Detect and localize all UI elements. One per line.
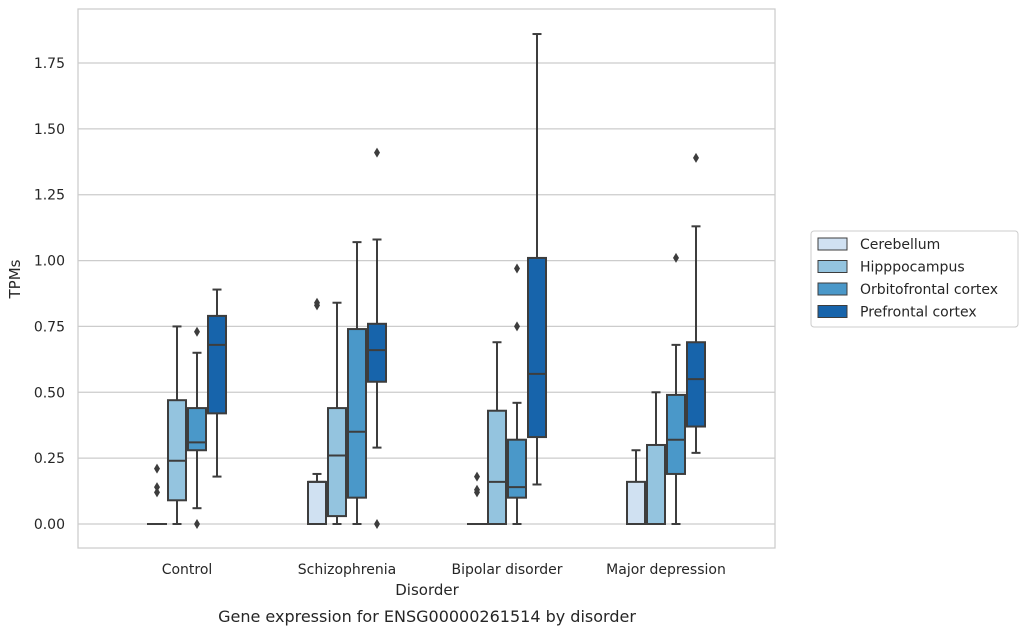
box-body: [527, 256, 547, 439]
box-item: [167, 325, 187, 525]
box-item: [207, 288, 227, 478]
box-body: [367, 322, 387, 383]
series-prefrontal-cortex: [207, 33, 706, 529]
outlier-point: [154, 463, 160, 474]
outlier-point: [693, 152, 699, 163]
box-body: [187, 407, 207, 452]
y-tick-labels: 0.00 0.25 0.50 0.75 1.00 1.25 1.50 1.75: [34, 56, 65, 533]
series-cerebellum: [147, 297, 646, 526]
box-item: [527, 33, 547, 486]
outlier-point: [154, 482, 160, 493]
x-tick-label: Major depression: [606, 562, 726, 578]
box-body: [666, 393, 686, 475]
box-item: [666, 252, 686, 525]
y-axis-label: TPMs: [6, 259, 24, 299]
y-tick-label: 1.25: [34, 188, 65, 204]
box-body: [327, 407, 347, 518]
outlier-point: [673, 252, 679, 263]
legend-label: Orbitofrontal cortex: [860, 282, 998, 298]
y-tick-label: 1.75: [34, 56, 65, 72]
y-tick-label: 0.25: [34, 451, 65, 467]
y-tick-label: 0.75: [34, 319, 65, 335]
y-tick-label: 0.50: [34, 385, 65, 401]
box-body: [347, 328, 367, 499]
box-item: [626, 449, 646, 526]
legend-label: Hipppocampus: [860, 260, 965, 276]
box-body: [307, 480, 327, 526]
outlier-point: [154, 487, 160, 498]
box-item: [686, 152, 706, 454]
box-item: [327, 301, 347, 525]
legend-swatch: [817, 282, 848, 296]
legend-swatch: [817, 305, 848, 318]
box-body: [167, 399, 187, 502]
box-body: [487, 409, 507, 525]
box-body: [207, 314, 227, 415]
box-body: [507, 438, 527, 499]
outlier-point: [374, 519, 380, 529]
legend-swatch: [817, 237, 848, 251]
box-body: [626, 480, 646, 526]
legend: Cerebellum Hipppocampus Orbitofrontal cort…: [810, 230, 1019, 328]
box-item: [187, 326, 207, 529]
box-body: [646, 443, 666, 526]
x-tick-label: Schizophrenia: [298, 562, 396, 578]
series-orbitofrontal-cortex: [187, 241, 686, 529]
box-body: [686, 341, 706, 428]
legend-label: Cerebellum: [860, 237, 940, 253]
box-item: [487, 341, 507, 525]
outlier-point: [474, 471, 480, 482]
outlier-point: [194, 519, 200, 529]
box-item: [147, 463, 167, 526]
legend-label: Prefrontal cortex: [860, 305, 977, 321]
box-groups: [147, 33, 706, 529]
x-axis-label: Disorder: [395, 581, 459, 599]
y-tick-label: 1.00: [34, 254, 65, 270]
y-tick-label: 0.00: [34, 517, 65, 533]
y-tick-label: 1.50: [34, 122, 65, 138]
box-item: [307, 297, 327, 526]
x-tick-label: Bipolar disorder: [451, 562, 562, 578]
outlier-point: [474, 484, 480, 495]
x-tick-label: Control: [162, 562, 213, 578]
box-item: [646, 391, 666, 526]
outlier-point: [514, 263, 520, 274]
outlier-point: [194, 326, 200, 337]
outlier-point: [374, 147, 380, 158]
series-hipppocampus: [167, 301, 666, 526]
legend-frame: [810, 230, 1019, 328]
x-tick-labels: Control Schizophrenia Bipolar disorder Majo…: [162, 562, 726, 578]
box-item: [467, 471, 487, 526]
box-item: [507, 263, 527, 525]
outlier-point: [314, 297, 320, 308]
outlier-point: [514, 321, 520, 332]
box-item: [347, 241, 367, 525]
chart-caption: Gene expression for ENSG00000261514 by d…: [218, 607, 636, 626]
box-item: [367, 147, 387, 529]
legend-swatch: [817, 260, 848, 273]
